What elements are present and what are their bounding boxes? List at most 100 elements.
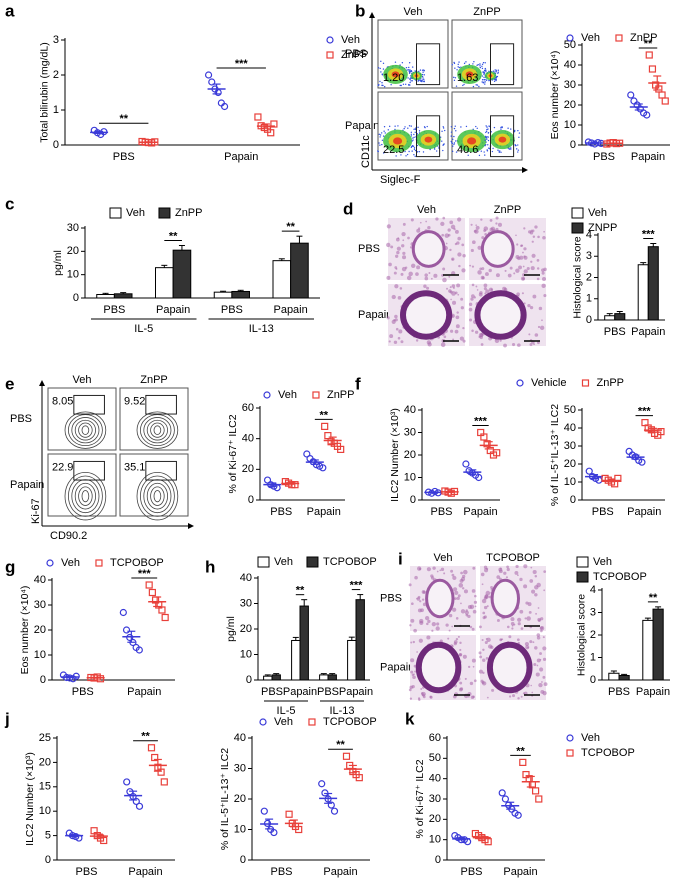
bar (96, 294, 115, 299)
tissue-speck (468, 696, 470, 698)
bar (327, 674, 337, 681)
event (379, 134, 382, 136)
event (510, 147, 512, 149)
panel-letter: d (343, 199, 353, 218)
x-tick-label: Papain (636, 686, 670, 698)
tissue-speck (522, 277, 525, 281)
tissue-speck (472, 240, 476, 245)
tissue-speck (517, 697, 520, 700)
column-label: Veh (404, 6, 423, 18)
legend-swatch (571, 207, 584, 219)
tissue-speck (415, 339, 419, 342)
event (452, 145, 454, 147)
tissue-speck (536, 633, 541, 637)
event (501, 126, 503, 129)
event (441, 140, 443, 142)
bar (213, 291, 233, 299)
tissue-speck (458, 264, 461, 268)
tissue-speck (456, 596, 460, 601)
tissue-speck (480, 275, 485, 280)
tissue-speck (536, 267, 540, 270)
y-tick-label: 40 (564, 59, 576, 71)
y-tick-label: 40 (34, 574, 46, 586)
tissue-speck (460, 602, 462, 605)
event (473, 61, 475, 63)
event (510, 128, 512, 130)
tissue-speck (448, 613, 453, 618)
tissue-speck (498, 569, 503, 574)
tissue-speck (540, 617, 544, 621)
bar (291, 639, 301, 681)
tissue-speck (536, 664, 539, 667)
data-point (342, 752, 351, 760)
group-label: IL-5 (277, 705, 296, 717)
tissue-speck (470, 248, 474, 253)
event (426, 125, 428, 128)
row-label: PBS (10, 413, 32, 425)
event (480, 150, 482, 152)
y-tick-label: 0 (45, 854, 51, 866)
y-tick-label: 30 (67, 222, 79, 234)
data-point (645, 51, 653, 59)
legend-marker (46, 559, 54, 567)
event (517, 149, 520, 151)
event (379, 80, 381, 83)
tissue-speck (543, 682, 548, 687)
tissue-speck (419, 618, 424, 624)
contour (78, 486, 93, 506)
tissue-speck (414, 670, 417, 673)
tissue-speck (461, 268, 466, 273)
gate (490, 115, 515, 158)
y-tick-label: 20 (564, 458, 576, 470)
tissue-speck (433, 273, 438, 278)
tissue-speck (454, 229, 459, 234)
y-tick-label: 40 (429, 773, 441, 785)
tissue-speck (440, 221, 445, 226)
event (410, 133, 412, 135)
y-tick-label: 3 (53, 34, 59, 46)
y-tick-label: 0 (248, 494, 254, 506)
tissue-speck (457, 236, 461, 241)
row-label: Papain (358, 309, 392, 321)
tissue-speck (459, 648, 462, 652)
gate-value: 40.6 (457, 144, 478, 156)
significance-label: *** (474, 415, 488, 427)
event (401, 62, 404, 64)
legend-marker (566, 734, 574, 742)
tissue-speck (469, 264, 472, 267)
tissue-speck (472, 609, 477, 614)
event (417, 80, 419, 82)
data-point (204, 71, 213, 79)
tissue-speck (543, 570, 547, 574)
event (455, 130, 457, 132)
y-axis-label: Eos number (×10⁴) (19, 586, 31, 675)
data-point (501, 795, 510, 803)
y-tick-label: 40 (404, 404, 416, 416)
tissue-speck (485, 657, 489, 660)
event (411, 80, 414, 82)
bar (642, 619, 654, 681)
tissue-speck (484, 640, 488, 645)
event (424, 126, 426, 129)
event (451, 150, 454, 153)
event (454, 67, 456, 69)
tissue-speck (455, 617, 459, 620)
data-point (498, 789, 506, 797)
tissue-speck (480, 572, 485, 577)
tissue-speck (389, 334, 394, 339)
event (382, 62, 385, 65)
bar (637, 264, 649, 321)
data-point (122, 626, 131, 634)
panel-letter: k (405, 709, 415, 728)
tissue-speck (442, 267, 446, 271)
tissue-speck (476, 289, 479, 291)
tissue-speck (442, 277, 447, 283)
y-tick-label: 10 (39, 805, 51, 817)
bar (271, 674, 281, 681)
event (453, 127, 456, 130)
tissue-speck (463, 569, 468, 575)
tissue-speck (482, 648, 485, 652)
event (484, 139, 486, 141)
event (454, 77, 457, 79)
event (488, 125, 490, 127)
